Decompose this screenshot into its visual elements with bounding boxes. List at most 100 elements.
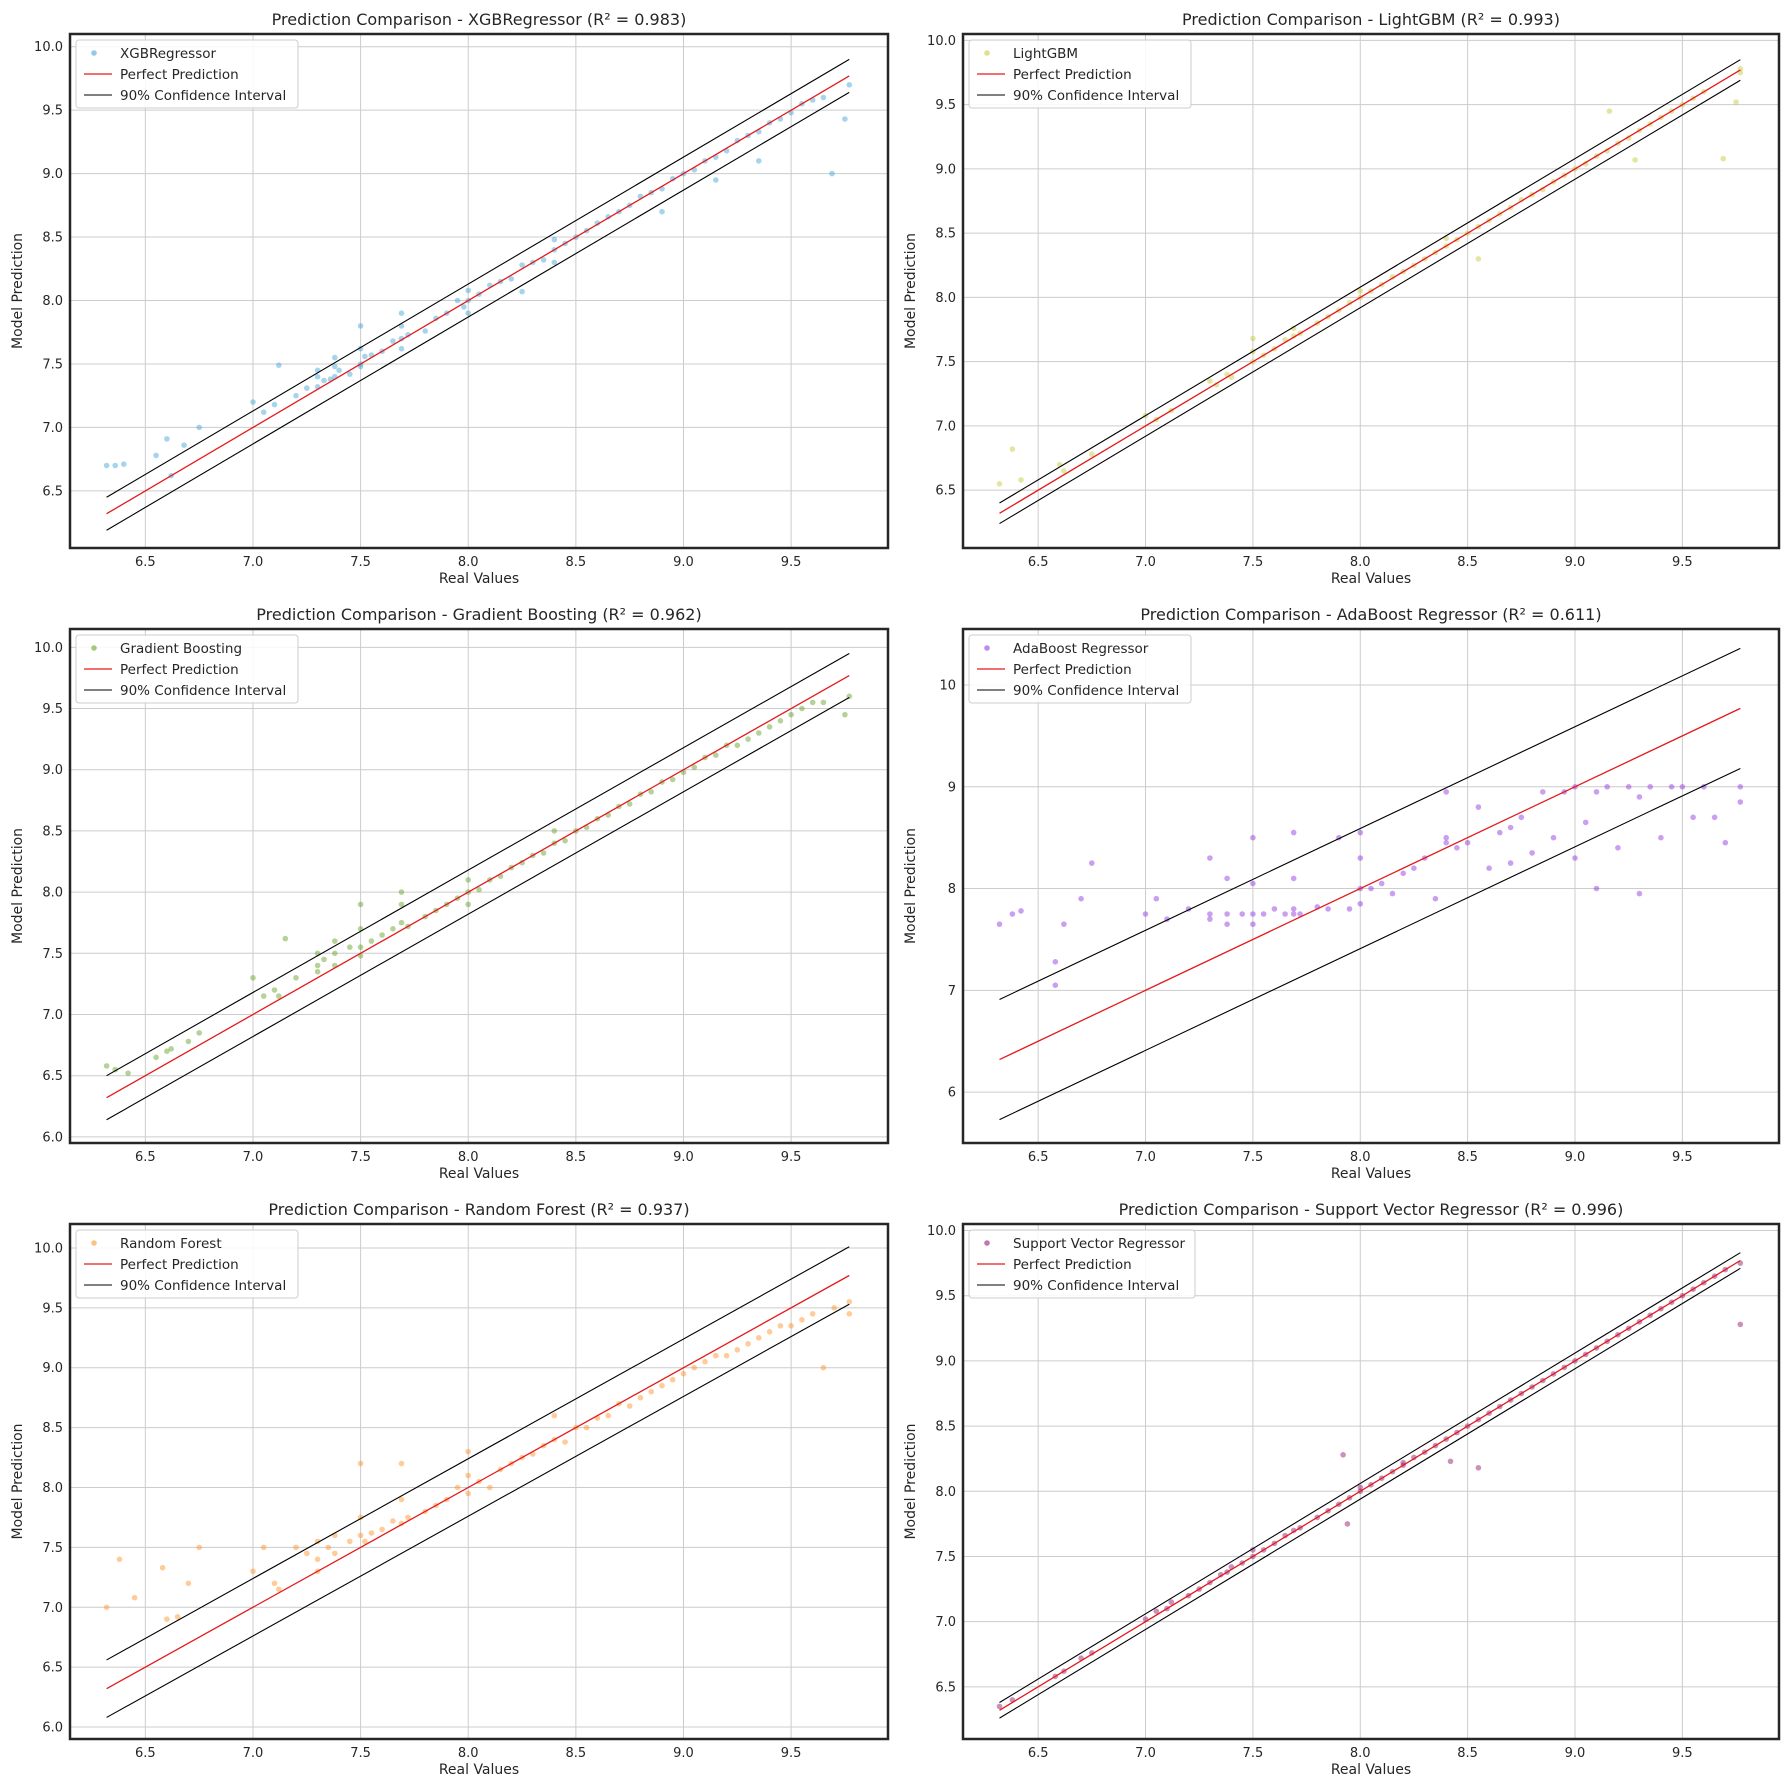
legend-label: LightGBM [1013, 46, 1078, 62]
scatter-point [103, 1604, 110, 1611]
scatter-point [996, 921, 1003, 927]
x-tick-label: 7.0 [1135, 1746, 1156, 1761]
y-tick-label: 8.0 [42, 886, 63, 901]
scatter-point [347, 1538, 353, 1545]
scatter-point [713, 177, 719, 183]
legend-label: Perfect Prediction [120, 1257, 239, 1273]
scatter-point [1722, 839, 1729, 846]
y-tick-label: 9.5 [42, 702, 63, 717]
plot-frame [961, 627, 1781, 1145]
scatter-point [116, 1556, 123, 1563]
scatter-point [1454, 845, 1460, 851]
scatter-point [164, 1048, 170, 1054]
legend-label: Gradient Boosting [120, 641, 242, 657]
scatter-point [465, 1472, 472, 1479]
y-tick-label: 10.0 [34, 641, 63, 656]
scatter-point [461, 304, 467, 310]
y-tick-label: 10 [939, 678, 956, 693]
scatter-point [1009, 911, 1016, 917]
scatter-point [1207, 855, 1213, 861]
scatter-point [777, 1323, 784, 1329]
scatter-point [1290, 875, 1297, 882]
confidence-lower-line [999, 1267, 1741, 1719]
scatter-point [745, 736, 751, 742]
y-axis-label: Model Prediction [903, 828, 919, 944]
scatter-point [1737, 784, 1744, 790]
y-tick-label: 10.0 [34, 40, 63, 55]
confidence-lower-line [106, 697, 850, 1121]
confidence-lower-line [106, 1303, 850, 1718]
x-tick-label: 8.5 [1457, 555, 1478, 570]
scatter-point [551, 828, 558, 834]
legend-label: Support Vector Regressor [1013, 1236, 1186, 1252]
x-tick-label: 7.0 [1135, 555, 1156, 570]
scatter-point [1239, 911, 1245, 917]
scatter-point [766, 724, 773, 730]
y-tick-label: 9.0 [935, 162, 956, 177]
scatter-point [304, 1550, 310, 1557]
legend-marker-points [91, 1240, 97, 1246]
y-tick-label: 9.5 [42, 1301, 63, 1316]
scatter-point [390, 926, 396, 932]
scatter-point [347, 371, 353, 377]
y-tick-label: 8.0 [42, 294, 63, 309]
scatter-point [1443, 789, 1449, 795]
y-tick-label: 7.5 [42, 357, 63, 372]
x-tick-label: 9.5 [1672, 1746, 1693, 1761]
scatter-point [756, 158, 762, 164]
scatter-point [659, 208, 665, 215]
legend-box [968, 39, 1192, 109]
x-tick-label: 6.5 [135, 1746, 156, 1761]
scatter-point [174, 1614, 181, 1620]
scatter-point [1647, 784, 1653, 790]
scatter-point [398, 1496, 405, 1503]
scatter-point [131, 1594, 138, 1601]
scatter-point [809, 1311, 816, 1317]
scatter-point [831, 1305, 837, 1311]
y-tick-label: 7.0 [42, 1601, 63, 1616]
plot-frame [68, 32, 890, 550]
scatter-point [271, 401, 278, 408]
scatter-point [1250, 834, 1256, 841]
scatter-point [1061, 921, 1067, 927]
scatter-point [1443, 834, 1449, 841]
scatter-point [293, 1544, 299, 1551]
scatter-point [1290, 325, 1297, 332]
scatter-point [1733, 99, 1739, 105]
scatter-point [1658, 834, 1664, 841]
scatter-point [809, 699, 816, 706]
scatter-point [702, 1358, 708, 1365]
scatter-point [336, 367, 342, 374]
legend-label: Perfect Prediction [120, 662, 239, 678]
scatter-point [103, 462, 110, 469]
scatter-point [1432, 895, 1439, 902]
scatter-point [846, 82, 853, 88]
x-tick-label: 9.0 [673, 1150, 694, 1165]
scatter-point [669, 1376, 676, 1383]
y-tick-label: 7.0 [935, 1615, 956, 1630]
scatter-point [465, 310, 472, 317]
scatter-point [454, 297, 461, 304]
x-tick-label: 6.5 [1028, 555, 1049, 570]
scatter-point [1207, 378, 1213, 384]
scatter-point [276, 362, 282, 369]
scatter-point [276, 1586, 282, 1593]
x-tick-label: 8.0 [458, 555, 479, 570]
x-axis-label: Real Values [439, 571, 519, 587]
confidence-upper-line [999, 1252, 1741, 1703]
chart-panel-4: 6.5 7.0 7.5 8.0 8.5 9.0 9.5 6 7 8 9 10 Prediction Co… [903, 605, 1781, 1182]
y-tick-label: 9.0 [42, 167, 63, 182]
x-tick-label: 6.5 [1028, 1150, 1049, 1165]
y-tick-label: 9.0 [935, 1354, 956, 1369]
confidence-lower-line [106, 91, 850, 531]
legend-label: 90% Confidence Interval [120, 88, 286, 104]
y-tick-label: 7.5 [935, 355, 956, 370]
plot-area [963, 1224, 1779, 1739]
scatter-point [368, 1530, 375, 1536]
y-tick-label: 7.0 [42, 421, 63, 436]
scatter-point [829, 170, 835, 177]
plot-area [70, 34, 888, 548]
legend-marker-points [984, 50, 990, 56]
scatter-point [1250, 335, 1256, 342]
scatter-point [465, 877, 472, 883]
